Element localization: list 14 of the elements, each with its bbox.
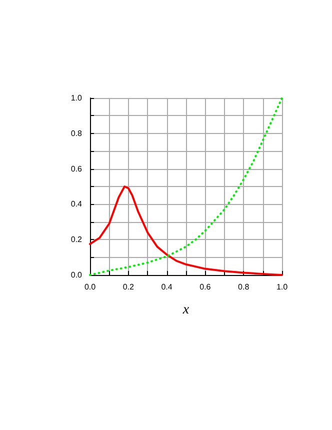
- x-axis-title: x: [182, 302, 190, 318]
- x-tick-label: 1.0: [276, 282, 288, 292]
- y-tick-label: 0.2: [70, 235, 83, 244]
- y-tick-label: 0.0: [70, 270, 83, 280]
- x-tick-label: 0.0: [84, 282, 96, 292]
- x-tick-label: 0.8: [238, 282, 250, 292]
- x-tick-label: 0.2: [122, 282, 135, 292]
- line-series: [89, 97, 283, 276]
- y-tick-label: 0.8: [70, 128, 83, 138]
- x-tick-label: 0.4: [161, 282, 173, 292]
- x-tick-label: 0.6: [200, 282, 212, 292]
- y-tick-label: 0.6: [70, 164, 83, 174]
- y-tick-label: 1.0: [70, 94, 83, 102]
- y-tick-label: 0.4: [70, 200, 83, 209]
